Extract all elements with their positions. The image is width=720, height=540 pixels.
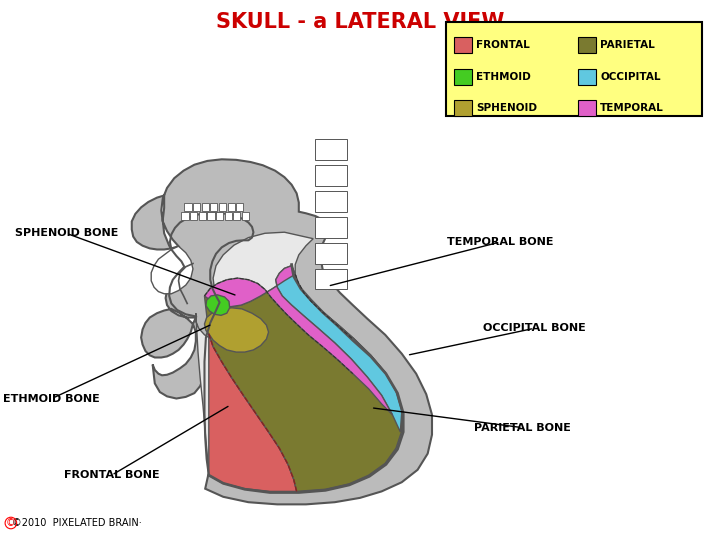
Polygon shape	[210, 202, 217, 211]
Polygon shape	[204, 308, 269, 352]
Polygon shape	[209, 334, 297, 491]
Polygon shape	[219, 202, 226, 211]
Polygon shape	[132, 159, 432, 504]
Bar	[454, 37, 472, 53]
Polygon shape	[216, 212, 223, 220]
Text: ©2010  PIXELATED BRAIN·: ©2010 PIXELATED BRAIN·	[12, 518, 142, 528]
Text: PARIETAL: PARIETAL	[600, 40, 655, 50]
Polygon shape	[228, 202, 235, 211]
Text: OCCIPITAL: OCCIPITAL	[600, 72, 661, 82]
Text: SPHENOID: SPHENOID	[477, 103, 537, 113]
Polygon shape	[233, 212, 240, 220]
Polygon shape	[315, 243, 348, 264]
Polygon shape	[204, 266, 392, 415]
Text: FRONTAL: FRONTAL	[477, 40, 530, 50]
Polygon shape	[236, 202, 243, 211]
Polygon shape	[190, 212, 197, 220]
Polygon shape	[315, 191, 348, 212]
Polygon shape	[315, 217, 348, 238]
FancyBboxPatch shape	[446, 22, 702, 116]
Bar	[454, 100, 472, 116]
Polygon shape	[276, 266, 402, 432]
Polygon shape	[225, 212, 232, 220]
Polygon shape	[199, 212, 206, 220]
Text: ©: ©	[6, 518, 16, 528]
Text: PARIETAL BONE: PARIETAL BONE	[474, 423, 571, 433]
Polygon shape	[196, 232, 402, 491]
Text: SKULL - a LATERAL VIEW: SKULL - a LATERAL VIEW	[216, 12, 504, 32]
Polygon shape	[151, 246, 193, 294]
Text: ETHMOID BONE: ETHMOID BONE	[4, 394, 100, 403]
Polygon shape	[193, 202, 200, 211]
Polygon shape	[202, 202, 209, 211]
Bar	[454, 69, 472, 85]
Polygon shape	[315, 165, 348, 186]
Text: FRONTAL BONE: FRONTAL BONE	[64, 470, 159, 480]
Polygon shape	[207, 212, 215, 220]
Bar	[578, 37, 596, 53]
Polygon shape	[206, 295, 230, 315]
Polygon shape	[315, 139, 348, 160]
Text: OCCIPITAL BONE: OCCIPITAL BONE	[483, 323, 585, 333]
Text: SPHENOID BONE: SPHENOID BONE	[14, 228, 118, 238]
Polygon shape	[242, 212, 249, 220]
Polygon shape	[204, 274, 402, 491]
Polygon shape	[181, 212, 189, 220]
Polygon shape	[315, 269, 348, 289]
Text: TEMPORAL: TEMPORAL	[600, 103, 664, 113]
Polygon shape	[184, 202, 192, 211]
Bar	[578, 69, 596, 85]
Bar	[578, 100, 596, 116]
Text: TEMPORAL BONE: TEMPORAL BONE	[447, 237, 554, 247]
Text: ETHMOID: ETHMOID	[477, 72, 531, 82]
